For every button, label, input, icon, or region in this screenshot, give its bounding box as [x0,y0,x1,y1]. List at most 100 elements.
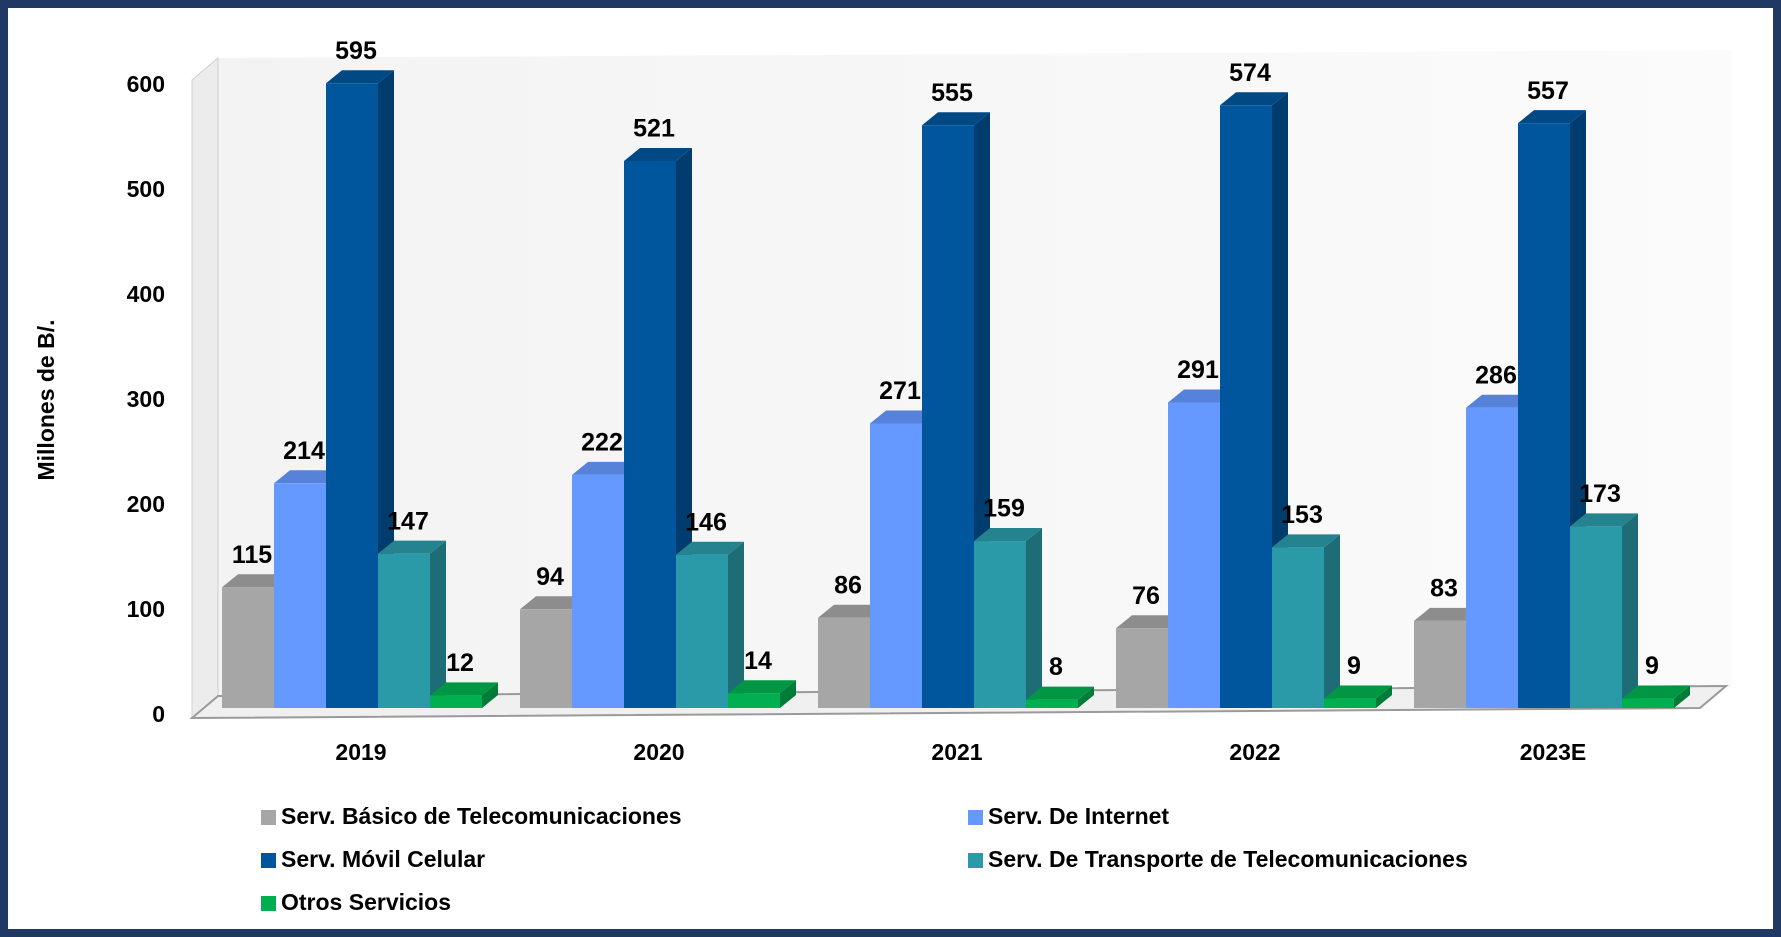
y-tick-label: 100 [127,596,165,622]
bar-side [1622,513,1638,708]
x-tick-label: 2022 [1229,739,1280,765]
data-label: 291 [1177,356,1219,384]
data-label: 146 [685,508,727,536]
bar-side [1078,686,1094,708]
data-label: 8 [1049,653,1063,681]
bar-top [222,574,290,588]
bar [1570,526,1622,708]
data-label: 9 [1645,652,1659,680]
y-tick-label: 200 [127,491,165,517]
legend-label: Serv. De Internet [988,803,1169,829]
bar-top [1116,615,1184,629]
data-label: 86 [834,571,862,599]
data-label: 159 [983,495,1025,523]
y-tick-label: 400 [127,281,165,307]
y-tick-label: 300 [127,386,165,412]
bar-side [728,541,744,708]
bar [274,483,326,708]
data-label: 214 [283,437,325,465]
y-tick-label: 0 [152,701,165,727]
y-axis-label: Millones de B/. [33,319,59,480]
bar [1026,699,1078,708]
bar-top [1622,685,1690,699]
bar-side [780,680,796,708]
data-label: 9 [1347,652,1361,680]
bar [1414,620,1466,708]
y-tick-label: 600 [127,71,165,97]
data-label: 83 [1430,574,1458,602]
bar-top [974,528,1042,542]
data-label: 115 [232,541,272,569]
side-wall [191,56,219,720]
data-label: 595 [335,37,377,65]
bar-side [1674,685,1690,708]
bar-top [520,596,588,610]
x-tick-label: 2021 [931,739,982,765]
bar-top [430,682,498,696]
legend-label: Otros Servicios [281,889,451,915]
bar [520,609,572,708]
data-label: 271 [879,377,921,405]
bar-top [1466,394,1534,408]
data-label: 12 [446,649,474,677]
data-label: 14 [744,647,772,675]
bar-top [818,604,886,618]
bar-top [1168,389,1236,403]
bar [676,554,728,708]
legend-label: Serv. De Transporte de Telecomunicacione… [988,846,1468,872]
bar-top [572,461,640,475]
legend-swatch [968,853,983,868]
bar-top [326,70,394,84]
bar-side [430,540,446,708]
bar-side [482,682,498,708]
bar-top [1026,686,1094,700]
data-label: 574 [1229,59,1271,87]
legend-swatch [261,810,276,825]
legend-label: Serv. Básico de Telecomunicaciones [281,803,682,829]
bar [870,423,922,708]
bar-top [922,112,990,126]
bar-top [870,410,938,424]
bar-top [274,470,342,484]
bar [1272,547,1324,708]
data-label: 521 [633,115,675,143]
data-label: 557 [1527,77,1569,105]
data-label: 173 [1579,480,1621,508]
data-label: 286 [1475,361,1517,389]
data-label: 76 [1132,582,1160,610]
legend-swatch [968,810,983,825]
bar-top [624,147,692,161]
bar-side [1324,534,1340,708]
bar-top [676,541,744,555]
bar [728,693,780,708]
bar [922,125,974,708]
data-label: 94 [536,563,564,591]
bar [1168,402,1220,708]
data-label: 222 [581,429,623,457]
bar [430,695,482,708]
bar-top [728,680,796,694]
legend-label: Serv. Móvil Celular [281,846,485,872]
bar [624,160,676,708]
bar [1622,698,1674,708]
bar [1324,698,1376,708]
bar [326,83,378,708]
x-tick-label: 2019 [335,739,386,765]
bar [1116,628,1168,708]
bar-top [1518,110,1586,124]
data-label: 147 [387,507,429,535]
bar-top [1414,607,1482,621]
bar [974,541,1026,708]
bar-top [1570,513,1638,527]
x-tick-label: 2020 [633,739,684,765]
bar [1466,407,1518,708]
bar-top [1220,92,1288,106]
bar-top [378,540,446,554]
legend-swatch [261,853,276,868]
bar [572,474,624,708]
bar-top [1272,534,1340,548]
bar [378,553,430,708]
y-tick-label: 500 [127,176,165,202]
bar [222,587,274,708]
